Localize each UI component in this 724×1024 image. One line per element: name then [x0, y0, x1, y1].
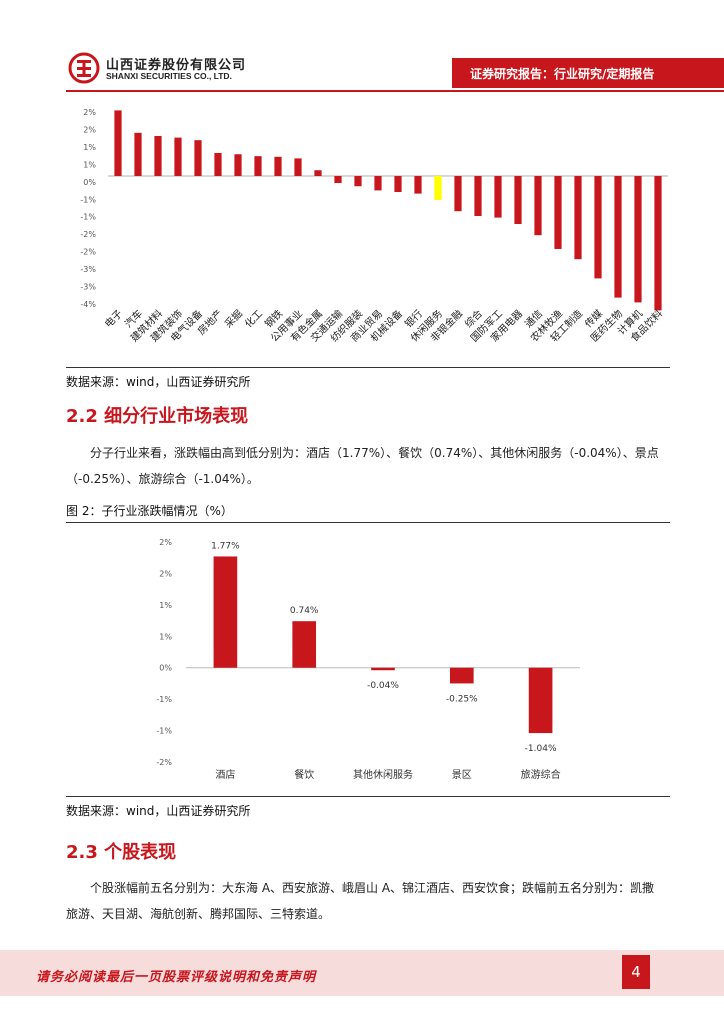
bar	[454, 176, 462, 212]
bar	[314, 170, 322, 176]
divider-chart2	[66, 796, 670, 797]
bar	[634, 176, 642, 303]
y-tick-label: 0%	[159, 664, 172, 673]
data-label: -0.04%	[367, 681, 399, 691]
bar	[514, 176, 522, 224]
bar	[494, 176, 502, 218]
page-header: 山西证券股份有限公司 SHANXI SECURITIES CO., LTD. 证…	[0, 0, 724, 92]
section-heading-2-3: 2.3 个股表现	[66, 842, 177, 863]
bar	[528, 667, 553, 734]
bar	[394, 176, 402, 192]
paragraph-2-2: 分子行业来看，涨跌幅由高到低分别为：酒店（1.77%）、餐饮（0.74%）、其他…	[66, 446, 659, 486]
bar	[214, 152, 222, 176]
company-name-cn: 山西证券股份有限公司	[106, 58, 247, 73]
y-tick-label: -1%	[80, 213, 96, 222]
shanxi-securities-logo-icon	[68, 52, 100, 84]
bar	[574, 176, 582, 260]
bar	[294, 158, 302, 176]
bar	[371, 667, 395, 671]
bar	[254, 156, 262, 176]
y-tick-label: -3%	[80, 283, 96, 292]
y-tick-label: 1%	[159, 632, 172, 641]
y-tick-label: -2%	[80, 248, 96, 257]
y-tick-label: -3%	[80, 265, 96, 274]
header-divider	[66, 90, 724, 92]
company-name-en: SHANXI SECURITIES CO., LTD.	[106, 71, 232, 81]
bar	[194, 140, 202, 176]
bar	[114, 110, 122, 176]
divider-chart1	[66, 367, 670, 368]
y-tick-label: 2%	[159, 538, 172, 547]
footer-band	[0, 950, 724, 996]
bar	[414, 176, 422, 194]
data-source-2: 数据来源：wind，山西证券研究所	[66, 804, 251, 818]
bar	[134, 132, 142, 176]
x-tick-label: 其他休闲服务	[353, 768, 413, 781]
bar	[554, 176, 562, 249]
data-label: 0.74%	[290, 606, 319, 616]
data-source-1: 数据来源：wind，山西证券研究所	[66, 375, 251, 389]
y-tick-label: 1%	[83, 160, 96, 169]
x-tick-label: 景区	[452, 769, 472, 781]
y-tick-label: 2%	[83, 125, 96, 134]
bar	[434, 176, 442, 200]
section-heading-2-2: 2.2 细分行业市场表现	[66, 406, 249, 427]
bar	[534, 176, 542, 236]
data-label: 1.77%	[211, 541, 240, 551]
y-tick-label: 1%	[83, 143, 96, 152]
y-tick-label: 1%	[159, 601, 172, 610]
y-tick-label: -1%	[156, 727, 172, 736]
y-tick-label: -4%	[80, 300, 96, 309]
bar	[374, 176, 382, 191]
y-tick-label: -1%	[156, 695, 172, 704]
header-band	[452, 58, 724, 88]
bar	[154, 136, 162, 176]
y-tick-label: -2%	[80, 230, 96, 239]
footer-disclaimer: 请务必阅读最后一页股票评级说明和免责声明	[36, 970, 317, 985]
bar	[213, 556, 238, 668]
bar	[594, 176, 602, 279]
x-tick-label: 采掘	[222, 307, 245, 330]
industry-returns-chart: 2%2%1%1%0%-1%-1%-2%-2%-3%-3%-4%电子汽车建筑材料建…	[80, 108, 668, 344]
data-label: -0.25%	[446, 694, 478, 704]
x-tick-label: 旅游综合	[521, 768, 561, 781]
x-tick-label: 酒店	[215, 768, 235, 781]
y-tick-label: -2%	[156, 758, 172, 767]
bar	[292, 621, 317, 668]
bar	[449, 667, 474, 684]
paragraph-2-3: 个股涨幅前五名分别为：大东海 A、西安旅游、峨眉山 A、锦江酒店、西安饮食；跌幅…	[66, 881, 655, 921]
bar	[614, 176, 622, 298]
bar	[274, 156, 282, 176]
page-number: 4	[622, 955, 650, 989]
report-type: 证券研究报告：行业研究/定期报告	[470, 67, 655, 81]
bar	[174, 137, 182, 176]
y-tick-label: 0%	[83, 178, 96, 187]
bar	[474, 176, 482, 216]
bar	[354, 176, 362, 187]
y-tick-label: 2%	[159, 569, 172, 578]
figure-2-caption: 图 2：子行业涨跌幅情况（%）	[66, 504, 233, 518]
y-tick-label: -1%	[80, 195, 96, 204]
x-tick-label: 化工	[242, 307, 265, 330]
data-label: -1.04%	[525, 744, 557, 754]
bar	[654, 176, 662, 311]
x-tick-label: 餐饮	[294, 768, 314, 781]
bar	[234, 154, 242, 176]
x-tick-label: 电子	[102, 307, 125, 330]
y-tick-label: 2%	[83, 108, 96, 117]
sub-industry-returns-chart: 2% 2% 1% 1% 0% -1% -1% -2% 1.77% 酒店 0.74% 餐饮 -0.04% 其…	[156, 538, 580, 781]
bar	[334, 176, 342, 184]
divider-fig2-top	[66, 522, 670, 523]
